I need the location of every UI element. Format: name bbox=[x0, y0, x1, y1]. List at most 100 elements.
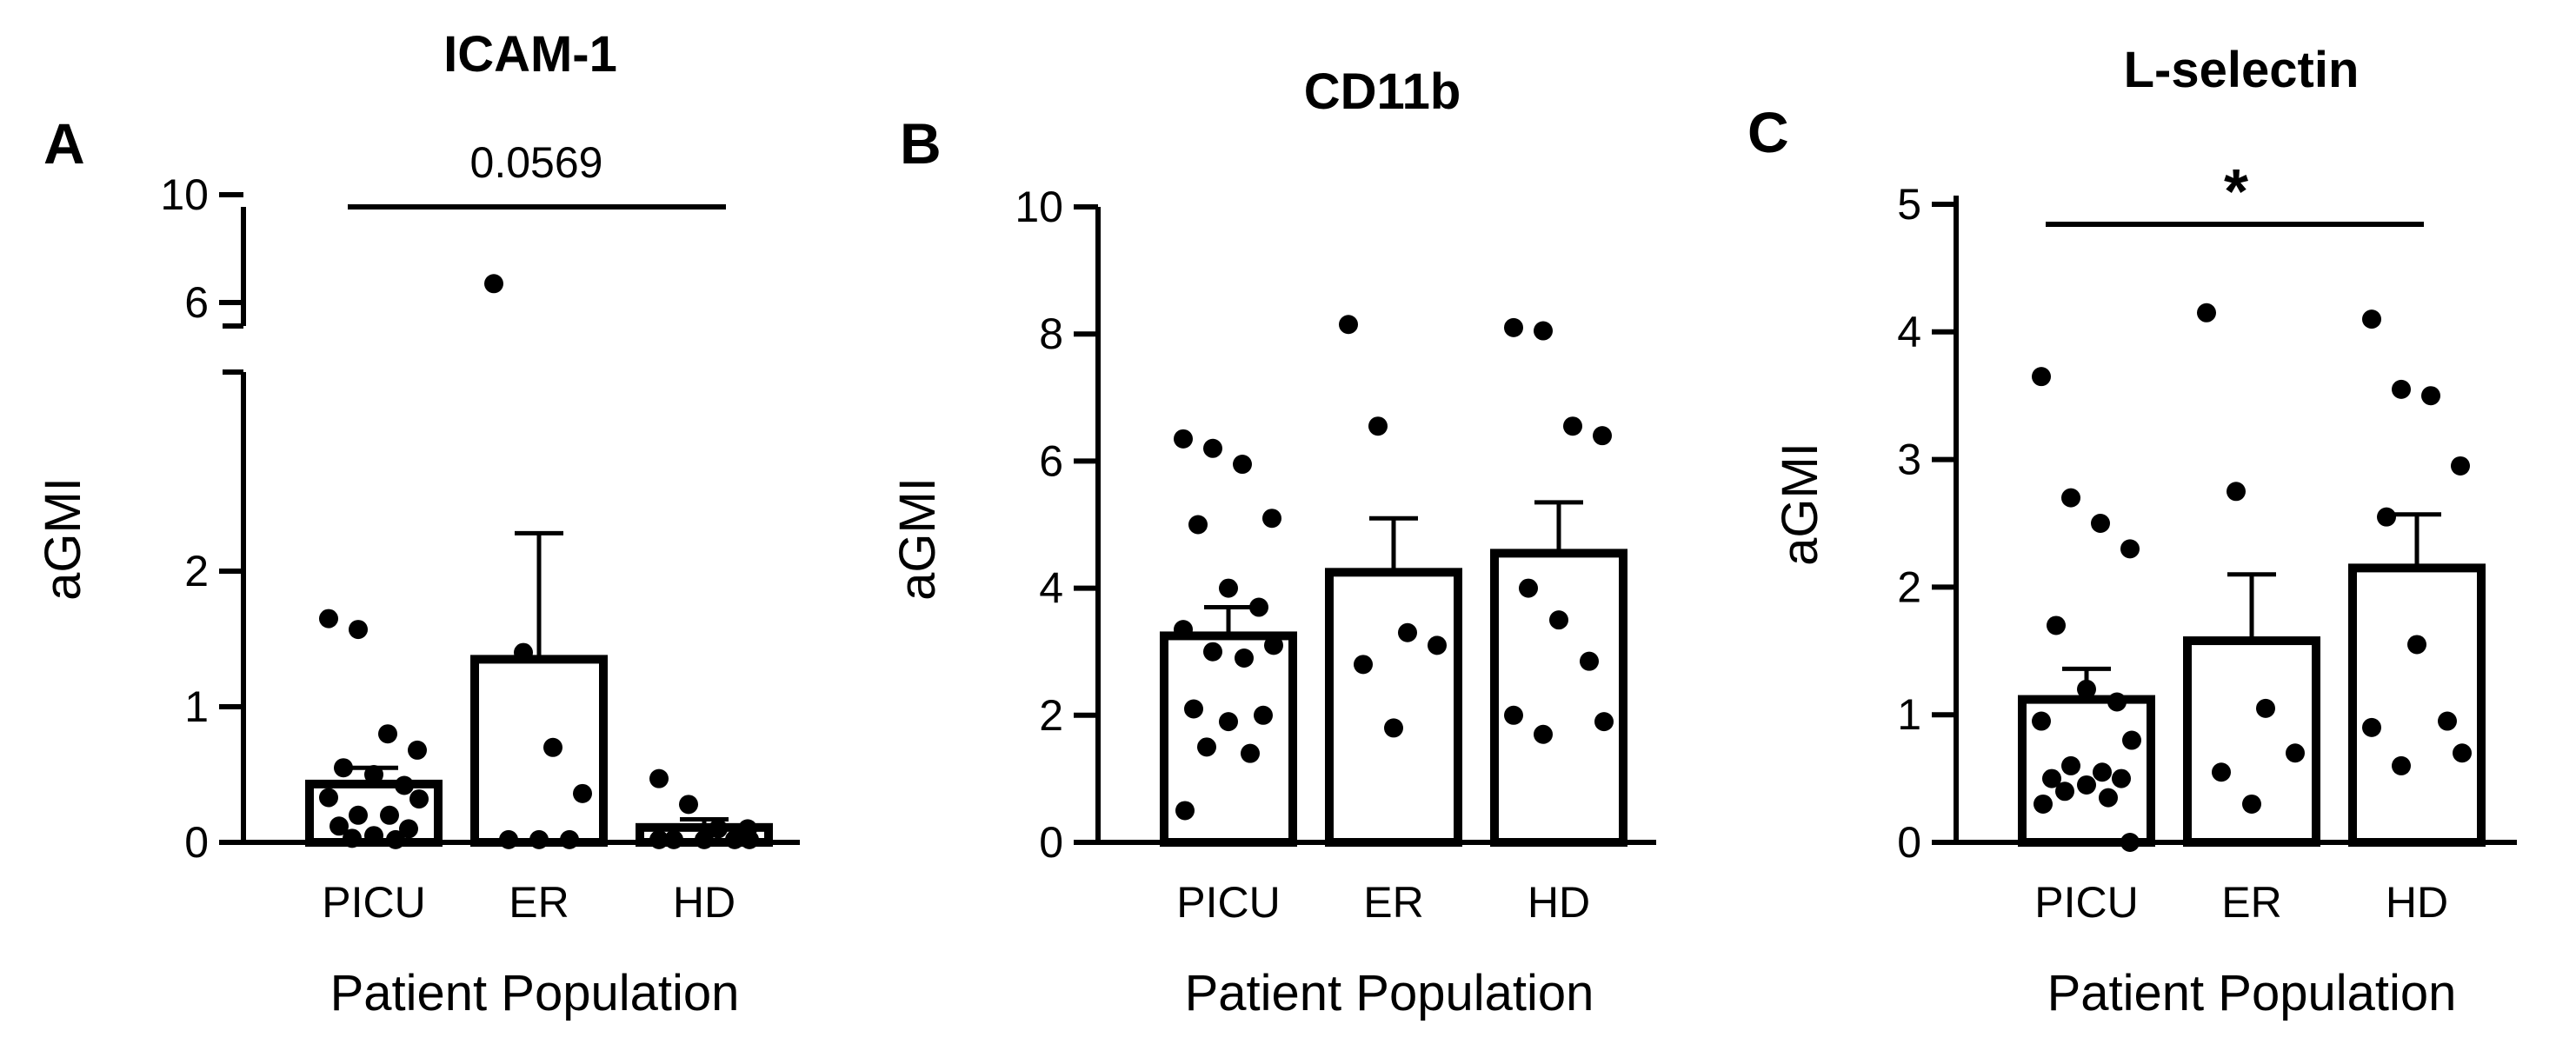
y-tick-label: 2 bbox=[1039, 691, 1063, 740]
data-point-er bbox=[543, 737, 562, 757]
data-point-picu bbox=[1254, 705, 1273, 725]
data-point-er bbox=[1384, 718, 1403, 738]
bar-hd bbox=[1490, 549, 1627, 848]
data-point-er bbox=[1398, 622, 1417, 642]
category-label-er: ER bbox=[1363, 878, 1423, 927]
y-tick-label: 4 bbox=[1897, 308, 1921, 356]
category-label-picu: PICU bbox=[2034, 878, 2138, 927]
y-tick-label: 2 bbox=[184, 547, 209, 595]
data-point-hd bbox=[1580, 651, 1599, 671]
data-point-er bbox=[2242, 794, 2261, 814]
data-point-hd bbox=[2392, 379, 2411, 399]
data-point-hd bbox=[2377, 507, 2396, 527]
category-labels-b: PICU ER HD bbox=[1176, 878, 1590, 927]
bar-hd bbox=[2348, 563, 2486, 847]
data-point-picu bbox=[1233, 455, 1252, 475]
data-point-hd bbox=[679, 795, 698, 815]
y-ticks-b: 0 2 4 6 8 10 bbox=[1015, 183, 1098, 867]
x-axis-label-b: Patient Population bbox=[1185, 965, 1594, 1021]
data-point-picu bbox=[364, 765, 383, 784]
data-point-picu bbox=[2120, 539, 2140, 559]
data-point-er bbox=[560, 829, 579, 849]
data-point-hd bbox=[2451, 456, 2470, 476]
data-point-picu bbox=[1262, 509, 1281, 529]
category-label-picu: PICU bbox=[1176, 878, 1280, 927]
data-point-hd bbox=[2453, 743, 2472, 763]
data-point-picu bbox=[1184, 699, 1203, 719]
bars-a bbox=[305, 655, 773, 848]
data-point-er bbox=[1368, 416, 1388, 436]
data-point-picu bbox=[1203, 438, 1222, 458]
data-point-er bbox=[1354, 655, 1373, 675]
data-point-picu bbox=[399, 819, 418, 839]
data-point-hd bbox=[1504, 705, 1523, 725]
data-point-er bbox=[2256, 698, 2275, 718]
data-point-picu bbox=[1235, 649, 1254, 669]
x-axis-label-a: Patient Population bbox=[330, 965, 740, 1021]
category-label-hd: HD bbox=[2386, 878, 2448, 927]
y-tick-label: 2 bbox=[1897, 562, 1921, 611]
data-point-er bbox=[1428, 635, 1447, 655]
category-labels-c: PICU ER HD bbox=[2034, 878, 2448, 927]
data-point-picu bbox=[2077, 775, 2096, 795]
y-tick-label: 8 bbox=[1039, 309, 1063, 358]
data-point-hd bbox=[2421, 386, 2440, 406]
data-point-er bbox=[514, 642, 533, 662]
data-point-picu bbox=[2120, 833, 2140, 852]
data-point-picu bbox=[2032, 711, 2051, 731]
y-tick-label: 1 bbox=[184, 682, 209, 731]
data-point-picu bbox=[319, 788, 338, 808]
chart-title-icam1: ICAM-1 bbox=[443, 26, 617, 83]
data-point-picu bbox=[2122, 730, 2141, 750]
data-point-picu bbox=[1219, 578, 1238, 598]
data-point-hd bbox=[649, 768, 669, 788]
data-point-picu bbox=[378, 724, 397, 744]
data-point-picu bbox=[349, 620, 368, 640]
data-point-hd bbox=[2407, 635, 2426, 655]
error-bars-c bbox=[2062, 512, 2441, 700]
data-point-hd bbox=[2392, 755, 2411, 775]
data-point-picu bbox=[334, 758, 353, 778]
data-point-picu bbox=[395, 775, 414, 795]
category-labels-a: PICU ER HD bbox=[322, 878, 736, 927]
data-point-hd bbox=[649, 829, 669, 849]
data-point-picu bbox=[2042, 768, 2061, 788]
data-point-er bbox=[529, 829, 549, 849]
category-label-er: ER bbox=[509, 878, 569, 927]
data-point-er bbox=[484, 274, 503, 294]
data-point-picu bbox=[1174, 429, 1193, 449]
data-point-hd bbox=[1563, 416, 1582, 436]
y-tick-label: 0 bbox=[184, 818, 209, 867]
y-tick-label: 0 bbox=[1897, 818, 1921, 867]
bar-er bbox=[470, 655, 608, 848]
bar-er bbox=[1325, 568, 1462, 847]
y-tick-label: 3 bbox=[1897, 436, 1921, 484]
data-point-picu bbox=[364, 826, 383, 846]
bars-b bbox=[1160, 549, 1627, 848]
data-point-hd bbox=[1534, 724, 1553, 744]
y-tick-label: 5 bbox=[1897, 180, 1921, 229]
significance-label-a: 0.0569 bbox=[470, 138, 603, 187]
points-b bbox=[1174, 315, 1614, 821]
data-point-picu bbox=[1219, 712, 1238, 732]
bars-c bbox=[2018, 563, 2486, 848]
data-point-picu bbox=[2034, 794, 2053, 814]
data-point-picu bbox=[2061, 488, 2080, 508]
data-point-hd bbox=[2362, 309, 2381, 329]
y-axis-label-c: aGMI bbox=[1772, 442, 1828, 566]
panel-a-icam1: A ICAM-1 aGMI Patient Population 012610 … bbox=[35, 26, 800, 1021]
data-point-hd bbox=[1519, 578, 1538, 598]
data-point-hd bbox=[1549, 610, 1568, 630]
significance-label-c: * bbox=[2224, 157, 2248, 227]
data-point-picu bbox=[2112, 768, 2131, 788]
data-point-picu bbox=[408, 740, 427, 760]
data-point-picu bbox=[1203, 642, 1222, 662]
panel-label-a: A bbox=[43, 111, 85, 176]
data-point-picu bbox=[2099, 788, 2118, 808]
data-point-picu bbox=[1249, 597, 1268, 617]
panel-c-lselectin: C L-selectin aGMI Patient Population 0 1 2… bbox=[1747, 42, 2517, 1021]
data-point-hd bbox=[1534, 321, 1553, 341]
data-point-picu bbox=[1188, 515, 1208, 535]
data-point-picu bbox=[2107, 692, 2127, 712]
